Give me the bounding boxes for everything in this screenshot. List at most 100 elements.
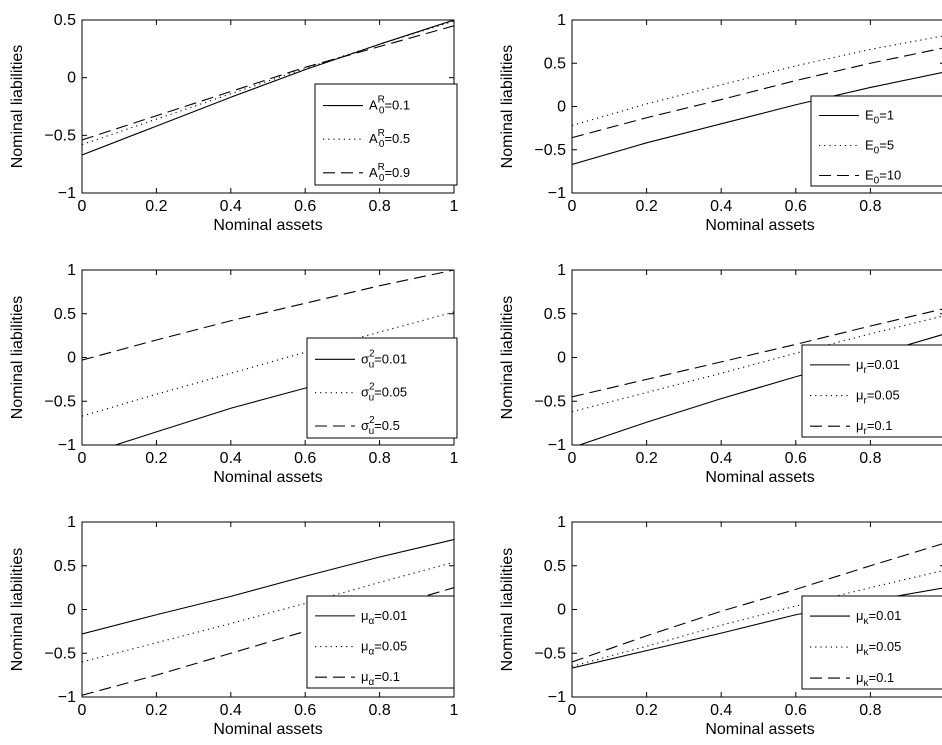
x-tick-label: 0.8 <box>859 198 881 215</box>
y-tick-label: −1 <box>548 185 566 202</box>
y-tick-label: 0 <box>67 350 76 367</box>
y-tick-label: 0 <box>67 602 76 619</box>
y-axis-label: Nominal liabilities <box>499 45 516 169</box>
series-line-1 <box>572 71 942 165</box>
x-tick-label: 0.6 <box>294 702 316 719</box>
y-tick-label: −1 <box>58 437 76 454</box>
x-tick-label: 0.4 <box>710 198 732 215</box>
y-tick-label: −0.5 <box>534 142 566 159</box>
x-tick-label: 0.4 <box>710 702 732 719</box>
legend-entry-2: μr=0.05 <box>856 388 900 407</box>
x-tick-label: 0.2 <box>635 450 657 467</box>
x-axis-label: Nominal assets <box>213 469 322 486</box>
y-tick-label: 1 <box>557 262 566 279</box>
legend-entry-2: AR 0=0.5 <box>369 128 410 150</box>
x-tick-label: 0.8 <box>368 450 390 467</box>
x-tick-label: 0.6 <box>785 450 807 467</box>
legend-entry-1: σ2 u=0.01 <box>361 348 407 370</box>
series-line-2 <box>82 311 454 417</box>
y-tick-label: 0 <box>557 99 566 116</box>
legend-box <box>306 337 458 439</box>
y-axis-label: Nominal liabilities <box>9 45 26 169</box>
legend-box <box>801 595 942 690</box>
legend-entry-3: σ2 u=0.5 <box>361 415 400 437</box>
legend-box <box>801 344 942 438</box>
y-tick-label: 0 <box>67 70 76 87</box>
x-tick-label: 0.2 <box>635 702 657 719</box>
legend-entry-1: μα=0.01 <box>361 608 407 627</box>
legend-entry-3: AR 0=0.9 <box>369 162 410 184</box>
x-tick-label: 0 <box>78 702 87 719</box>
x-tick-label: 0.8 <box>859 450 881 467</box>
x-tick-label: 0.8 <box>859 702 881 719</box>
x-tick-label: 0.4 <box>220 198 242 215</box>
y-tick-label: 1 <box>557 514 566 531</box>
y-tick-label: 1 <box>67 514 76 531</box>
series-line-3 <box>572 47 942 139</box>
series-line-1 <box>82 20 454 156</box>
legend-entry-3: μr=0.1 <box>856 418 893 437</box>
x-tick-label: 0.4 <box>220 450 242 467</box>
x-tick-label: 0.8 <box>368 198 390 215</box>
x-tick-label: 1 <box>450 450 459 467</box>
y-tick-label: −1 <box>58 185 76 202</box>
y-tick-label: −0.5 <box>44 393 76 410</box>
x-tick-label: 1 <box>450 702 459 719</box>
legend: μκ=0.01 μκ=0.05 μκ=0.1 <box>801 595 942 690</box>
series-line-3 <box>82 25 454 141</box>
y-tick-label: −0.5 <box>534 393 566 410</box>
legend-entry-3: E0=10 <box>865 168 901 187</box>
x-axis-label: Nominal assets <box>213 721 322 738</box>
y-axis-label: Nominal liabilities <box>499 296 516 420</box>
y-tick-label: 0.5 <box>54 12 76 29</box>
x-tick-label: 0.2 <box>635 198 657 215</box>
legend-box <box>810 95 942 187</box>
x-tick-label: 0.6 <box>785 198 807 215</box>
y-tick-label: −0.5 <box>44 645 76 662</box>
chart-panel-1: 0 0.2 0.4 0.6 0.8 1 −1 −0.5 0 0.5 Nominal assets No… <box>9 12 459 234</box>
chart-panel-2: 0 0.2 0.4 0.6 0.8 −1 −0.5 0 0.5 1 Nominal assets No… <box>499 12 942 234</box>
x-tick-label: 0.2 <box>145 702 167 719</box>
series-line-2 <box>572 570 942 667</box>
y-tick-label: 0.5 <box>54 558 76 575</box>
legend-box <box>314 83 458 186</box>
legend-entry-2: σ2 u=0.05 <box>361 382 407 404</box>
x-tick-label: 0.6 <box>294 198 316 215</box>
y-axis-label: Nominal liabilities <box>9 296 26 420</box>
x-tick-label: 0.8 <box>368 702 390 719</box>
x-axis-label: Nominal assets <box>213 217 322 234</box>
series-line-3 <box>572 543 942 663</box>
y-tick-label: −0.5 <box>534 645 566 662</box>
x-tick-label: 0 <box>78 198 87 215</box>
x-tick-label: 0.4 <box>710 450 732 467</box>
x-tick-label: 0 <box>568 450 577 467</box>
chart-panel-6: 0 0.2 0.4 0.6 0.8 −1 −0.5 0 0.5 1 Nominal assets No… <box>499 514 942 738</box>
x-tick-label: 0 <box>78 450 87 467</box>
legend-entry-2: μα=0.05 <box>361 639 407 658</box>
legend: E0=1 E0=5 E0=10 <box>810 95 942 187</box>
legend-entry-2: E0=5 <box>865 138 894 157</box>
legend-entry-1: AR 0=0.1 <box>369 95 410 117</box>
y-tick-label: 1 <box>67 262 76 279</box>
x-tick-label: 1 <box>450 198 459 215</box>
legend-box <box>306 595 455 689</box>
y-tick-label: −1 <box>548 437 566 454</box>
legend-entry-1: μr=0.01 <box>856 357 900 376</box>
legend-entry-3: μα=0.1 <box>361 669 400 688</box>
series-line-3 <box>82 587 454 696</box>
y-tick-label: 0.5 <box>54 306 76 323</box>
x-tick-label: 0 <box>568 702 577 719</box>
legend: AR 0=0.1 AR 0=0.5 AR 0=0.9 <box>314 83 458 186</box>
x-tick-label: 0.2 <box>145 450 167 467</box>
x-tick-label: 0 <box>568 198 577 215</box>
x-axis-label: Nominal assets <box>705 469 814 486</box>
legend: μr=0.01 μr=0.05 μr=0.1 <box>801 344 942 438</box>
y-tick-label: −1 <box>58 689 76 706</box>
chart-panel-4: 0 0.2 0.4 0.6 0.8 −1 −0.5 0 0.5 1 Nominal assets No… <box>499 262 942 486</box>
y-tick-label: −1 <box>548 689 566 706</box>
chart-panel-3: 0 0.2 0.4 0.6 0.8 1 −1 −0.5 0 0.5 1 Nominal assets N… <box>9 262 459 486</box>
series-line-3 <box>82 270 454 361</box>
y-tick-label: 0 <box>557 350 566 367</box>
series-line-3 <box>572 308 942 398</box>
